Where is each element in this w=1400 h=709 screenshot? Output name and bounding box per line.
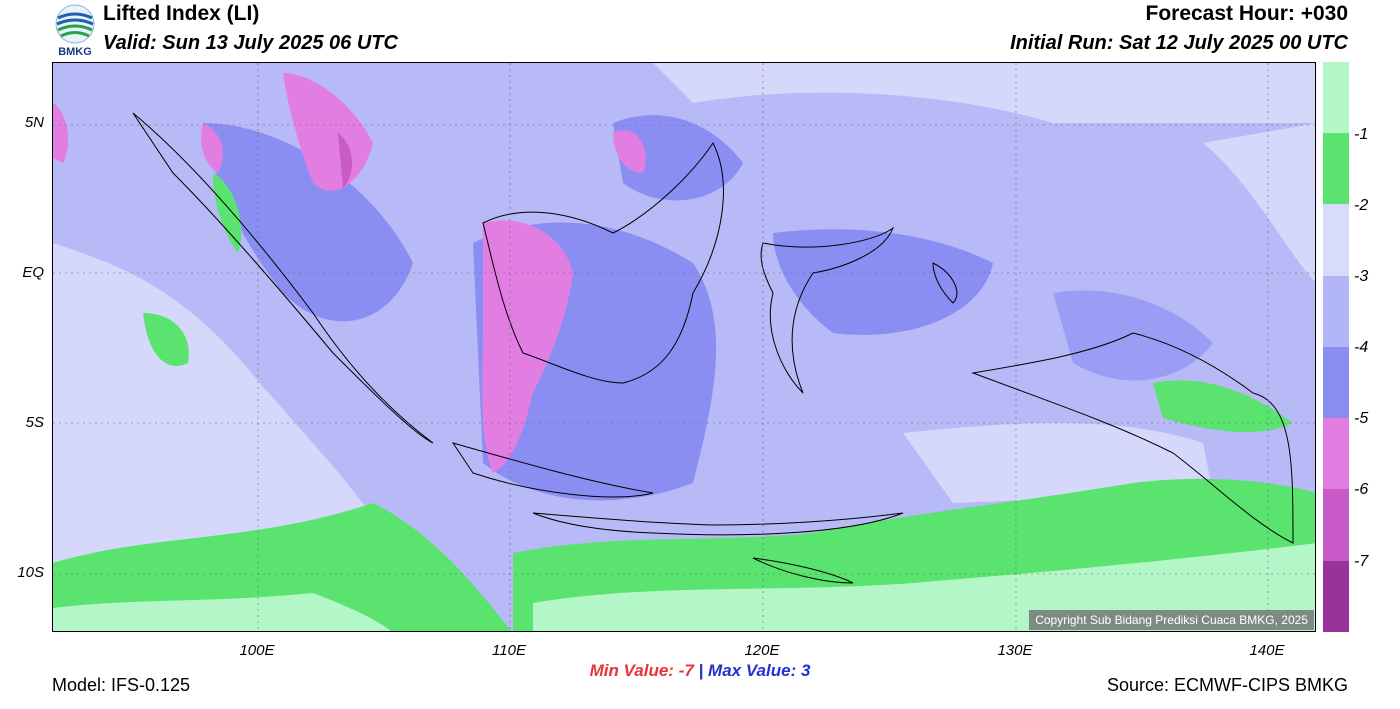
min-max-values: Min Value: -7 | Max Value: 3	[0, 661, 1400, 681]
colorbar-label: -4	[1354, 339, 1369, 356]
initial-run: Initial Run: Sat 12 July 2025 00 UTC	[1010, 32, 1348, 54]
min-value: -7	[678, 661, 694, 680]
copyright-notice: Copyright Sub Bidang Prediksi Cuaca BMKG…	[1029, 610, 1314, 630]
colorbar-segment-1	[1323, 133, 1349, 204]
lat-label-eq: EQ	[22, 264, 44, 281]
lat-label-10s: 10S	[17, 564, 44, 581]
colorbar-segment-7	[1323, 561, 1349, 632]
map-title: Lifted Index (LI)	[103, 2, 260, 25]
source-info: Source: ECMWF-CIPS BMKG	[1106, 675, 1348, 695]
lon-label-130e: 130E	[997, 642, 1033, 659]
lon-label-140e: 140E	[1249, 642, 1285, 659]
valid-time: Valid: Sun 13 July 2025 06 UTC	[103, 32, 398, 54]
colorbar-segment-3	[1323, 276, 1349, 347]
colorbar-segment-2	[1323, 204, 1349, 276]
lat-label-5n: 5N	[24, 114, 44, 131]
map-field	[53, 63, 1315, 631]
lat-label-5s: 5S	[25, 414, 44, 431]
lifted-index-map	[52, 62, 1316, 632]
max-value: 3	[800, 661, 811, 680]
colorbar-segment-4	[1323, 347, 1349, 418]
bmkg-emblem-icon	[55, 4, 95, 44]
model-info: Model: IFS-0.125	[52, 675, 191, 695]
colorbar-label: -7	[1354, 553, 1369, 570]
max-value-label: Max Value:	[708, 661, 797, 680]
colorbar-segment-0	[1323, 62, 1349, 133]
min-max-separator: |	[698, 661, 704, 680]
colorbar-label: -2	[1354, 197, 1369, 214]
colorbar-label: -6	[1354, 481, 1369, 498]
colorbar-label: -3	[1354, 268, 1369, 285]
colorbar-segment-6	[1323, 489, 1349, 561]
lon-label-110e: 110E	[492, 642, 526, 659]
lon-label-120e: 120E	[744, 642, 780, 659]
colorbar-label: -5	[1354, 410, 1369, 427]
logo-text: BMKG	[58, 46, 92, 58]
colorbar-segment-5	[1323, 418, 1349, 489]
bmkg-logo: BMKG	[52, 2, 98, 60]
colorbar	[1323, 62, 1349, 632]
colorbar-label: -1	[1354, 126, 1369, 143]
forecast-hour: Forecast Hour: +030	[1145, 2, 1349, 25]
lon-label-100e: 100E	[239, 642, 275, 659]
min-value-label: Min Value:	[589, 661, 674, 680]
